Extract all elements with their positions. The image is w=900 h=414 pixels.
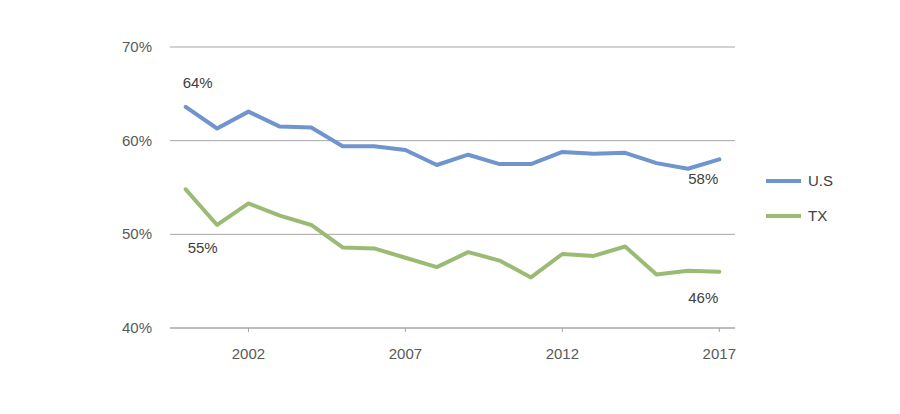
x-axis-line [170, 328, 735, 329]
annotation: 55% [188, 239, 218, 256]
legend-label: U.S [808, 172, 833, 189]
annotation: 46% [688, 289, 718, 306]
legend-swatch [766, 214, 801, 218]
x-tick [719, 328, 720, 332]
x-tick [562, 328, 563, 332]
grid-line [170, 234, 735, 235]
x-tick-label: 2007 [389, 345, 422, 362]
y-tick-label: 60% [122, 132, 152, 149]
grid-line [170, 328, 735, 329]
x-tick-label: 2012 [546, 345, 579, 362]
y-tick-label: 40% [122, 319, 152, 336]
annotation: 64% [183, 74, 213, 91]
legend-swatch [766, 179, 801, 183]
legend-label: TX [808, 207, 827, 224]
x-tick-label: 2002 [232, 345, 265, 362]
series-line [186, 189, 720, 277]
y-tick-label: 50% [122, 225, 152, 242]
x-tick [248, 328, 249, 332]
grid-line [170, 140, 735, 141]
annotation: 58% [688, 170, 718, 187]
series-line [186, 107, 720, 169]
chart: 40% 50% 60% 70% 2002 2007 2012 2017 64% 55% 58% 46%… [0, 0, 900, 414]
y-tick-label: 70% [122, 38, 152, 55]
x-tick [405, 328, 406, 332]
series-group [186, 107, 720, 277]
grid-line [170, 47, 735, 48]
x-tick-label: 2017 [703, 345, 736, 362]
